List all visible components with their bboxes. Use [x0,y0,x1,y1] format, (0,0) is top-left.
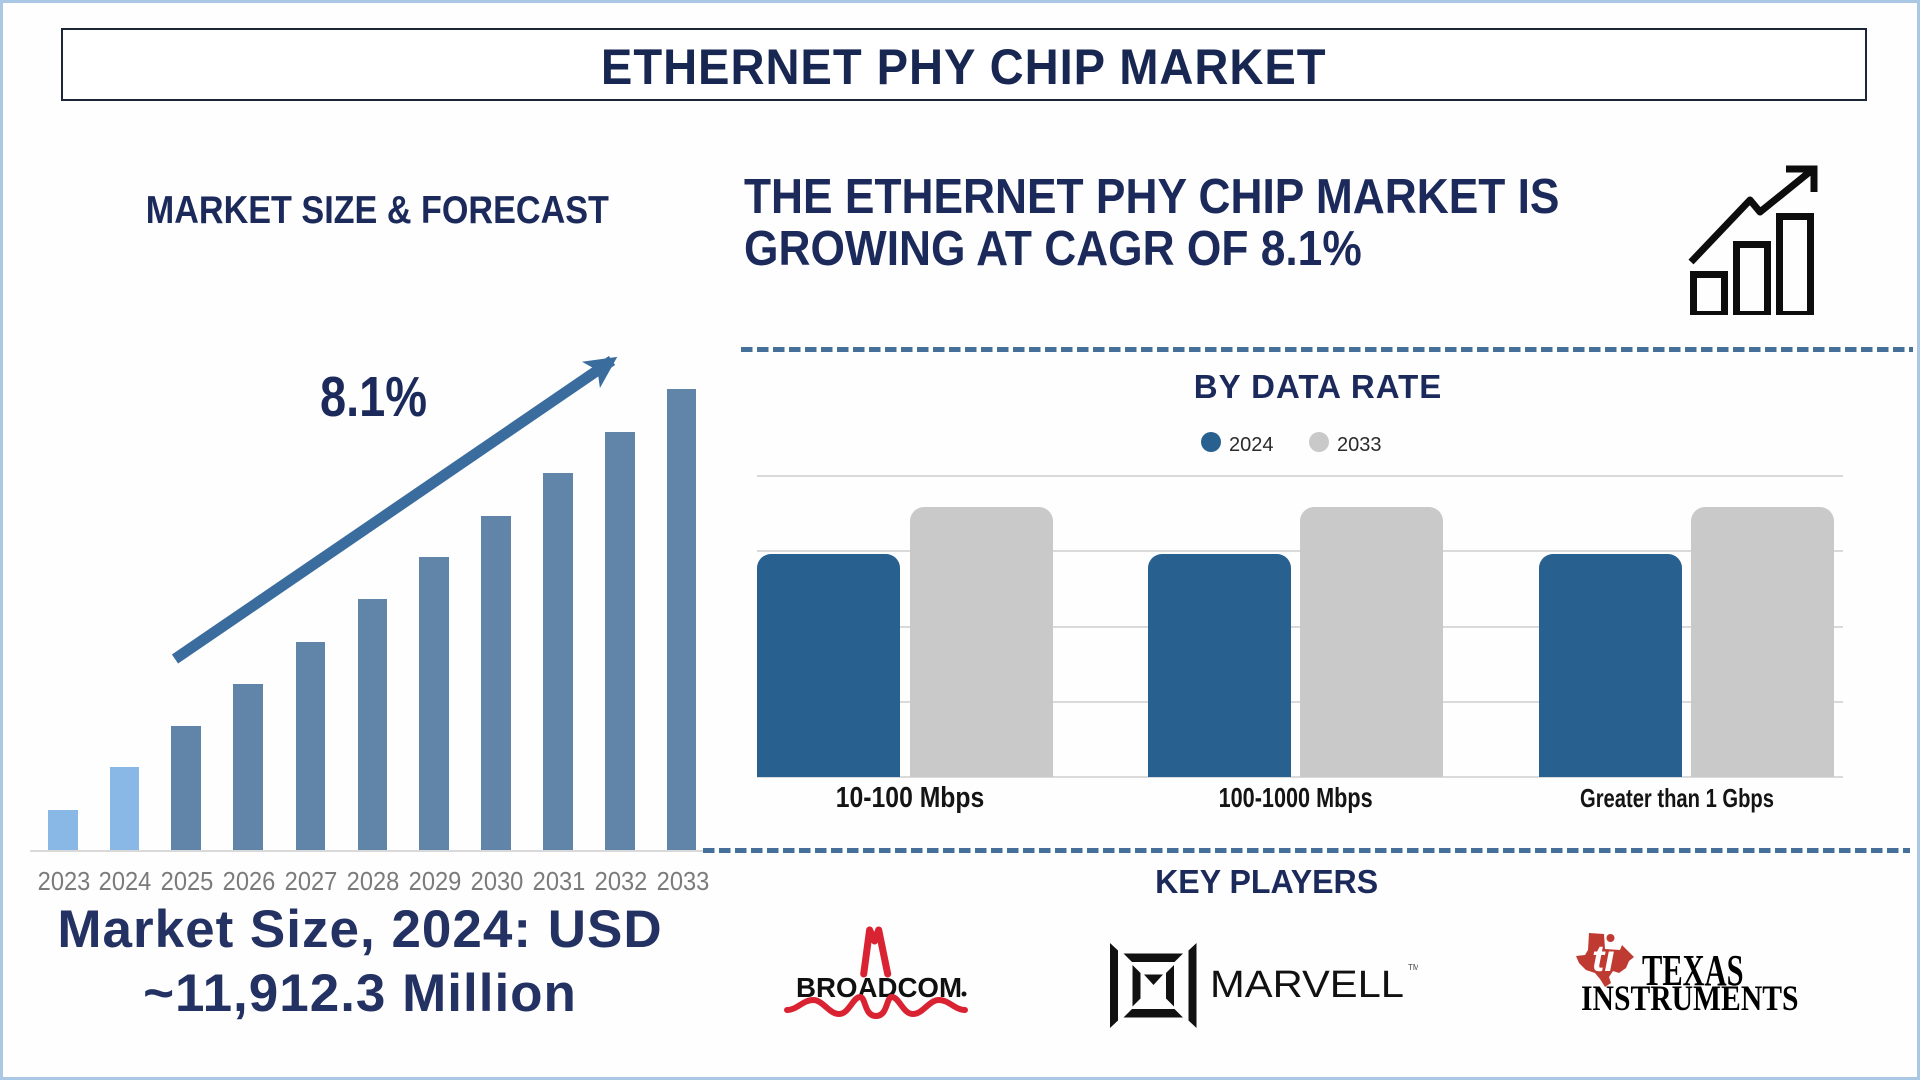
svg-text:BROADCOM: BROADCOM [796,972,962,1003]
svg-text:MARVELL: MARVELL [1210,964,1404,1006]
svg-text:ti: ti [1592,938,1615,979]
svg-text:TM: TM [1408,963,1418,972]
svg-text:TEXAS: TEXAS [1642,946,1744,995]
svg-text:INSTRUMENTS: INSTRUMENTS [1581,978,1799,1018]
